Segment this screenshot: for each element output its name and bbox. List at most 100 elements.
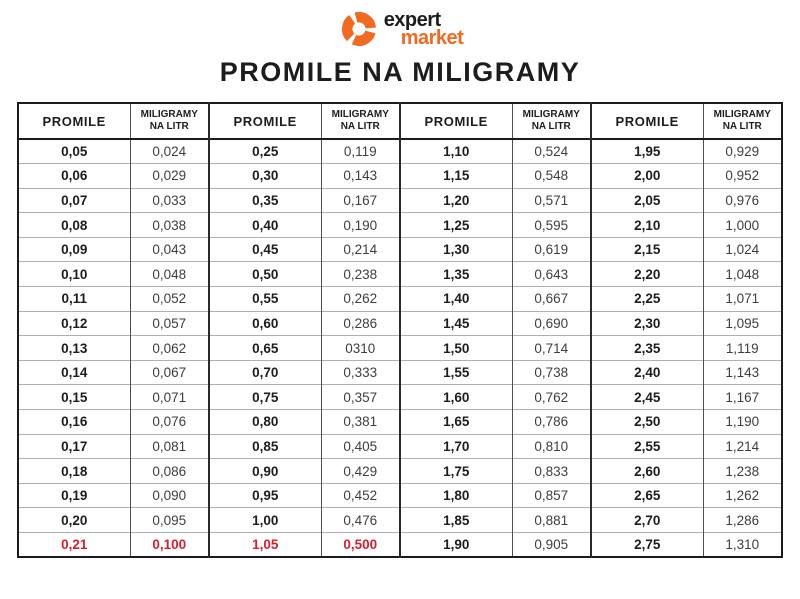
- promile-value-cell: 1,05: [208, 532, 321, 558]
- promile-value-cell: 2,20: [590, 261, 703, 287]
- column-header-promile: PROMILE: [399, 103, 512, 139]
- promile-value-cell: 2,35: [590, 335, 703, 361]
- miligramy-value-cell: 0,643: [511, 261, 591, 287]
- promile-value-cell: 1,95: [590, 139, 703, 164]
- miligramy-value-cell: 0,500: [320, 532, 400, 558]
- column-header-promile: PROMILE: [42, 113, 106, 129]
- promile-value-cell: 2,25: [590, 286, 703, 312]
- miligramy-value-cell: 1,310: [702, 532, 782, 558]
- miligramy-value-cell: 1,190: [702, 409, 782, 435]
- miligramy-value-cell: 0,571: [511, 187, 591, 213]
- miligramy-value-cell: 1,167: [702, 384, 782, 410]
- miligramy-value-cell: 0,405: [320, 433, 400, 459]
- promile-value-cell: 0,90: [208, 458, 321, 484]
- miligramy-value-cell: 0,548: [511, 163, 591, 189]
- miligramy-value-cell: 0,190: [320, 212, 400, 238]
- miligramy-value-cell: 1,024: [702, 236, 782, 262]
- miligramy-value-cell: 0,452: [320, 482, 400, 508]
- promile-conversion-table: PROMILE MILIGRAMY NA LITR PROMILE MILIGRAMY…: [17, 102, 783, 559]
- promile-value-cell: 0,11: [18, 286, 130, 312]
- promile-value-cell: 0,13: [18, 335, 130, 361]
- promile-value-cell: 1,25: [399, 212, 512, 238]
- miligramy-value-cell: 0,038: [129, 212, 209, 238]
- promile-value-cell: 1,00: [208, 507, 321, 533]
- miligramy-value-cell: 0,976: [702, 187, 782, 213]
- promile-value-cell: 0,45: [208, 236, 321, 262]
- promile-value-cell: 1,50: [399, 335, 512, 361]
- promile-value-cell: 1,55: [399, 359, 512, 385]
- miligramy-value-cell: 0,052: [129, 286, 209, 312]
- miligramy-value-cell: 0,033: [129, 187, 209, 213]
- miligramy-value-cell: 0,167: [320, 187, 400, 213]
- miligramy-value-cell: 0,381: [320, 409, 400, 435]
- column-header-miligramy-na-litr: MILIGRAMY NA LITR: [320, 103, 400, 139]
- miligramy-value-cell: 0,119: [320, 139, 400, 164]
- miligramy-value-cell: 0,071: [129, 384, 209, 410]
- promile-value-cell: 0,75: [208, 384, 321, 410]
- miligramy-value-cell: 0,095: [129, 507, 209, 533]
- brand-word-market: market: [400, 26, 464, 49]
- promile-value-cell: 0,80: [208, 409, 321, 435]
- miligramy-value-cell: 0,786: [511, 409, 591, 435]
- promile-value-cell: 0,09: [18, 236, 130, 262]
- promile-value-cell: 2,05: [590, 187, 703, 213]
- promile-value-cell: 0,18: [18, 458, 130, 484]
- promile-value-cell: 1,60: [399, 384, 512, 410]
- table-row: 0,12 0,057 0,60 0,286 1,45 0,690 2,30 1,095: [18, 310, 782, 336]
- miligramy-value-cell: 0,090: [129, 482, 209, 508]
- miligramy-value-cell: 0,286: [320, 310, 400, 336]
- brand-logo: expert market: [0, 0, 800, 50]
- brand-word-expert: expert: [383, 9, 442, 32]
- promile-value-cell: 1,40: [399, 286, 512, 312]
- miligramy-value-cell: 0,143: [320, 163, 400, 189]
- miligramy-value-cell: 1,238: [702, 458, 782, 484]
- promile-value-cell: 2,60: [590, 458, 703, 484]
- promile-value-cell: 0,85: [208, 433, 321, 459]
- miligramy-value-cell: 0,048: [129, 261, 209, 287]
- promile-value-cell: 0,20: [18, 507, 130, 533]
- table-row: 0,06 0,029 0,30 0,143 1,15 0,548 2,00 0,952: [18, 163, 782, 189]
- promile-value-cell: 0,16: [18, 409, 130, 435]
- expert-market-logo-icon: [341, 11, 376, 47]
- miligramy-value-cell: 0,810: [511, 433, 591, 459]
- table-row: 0,11 0,052 0,55 0,262 1,40 0,667 2,25 1,071: [18, 286, 782, 312]
- promile-value-cell: 2,30: [590, 310, 703, 336]
- miligramy-value-cell: 0,262: [320, 286, 400, 312]
- promile-value-cell: 1,30: [399, 236, 512, 262]
- miligramy-value-cell: 0,043: [129, 236, 209, 262]
- miligramy-value-cell: 0310: [320, 335, 400, 361]
- promile-value-cell: 1,10: [399, 139, 512, 164]
- miligramy-value-cell: 0,100: [129, 532, 209, 558]
- promile-value-cell: 0,17: [18, 433, 130, 459]
- miligramy-value-cell: 0,029: [129, 163, 209, 189]
- promile-value-cell: 1,70: [399, 433, 512, 459]
- miligramy-value-cell: 0,833: [511, 458, 591, 484]
- promile-value-cell: 1,75: [399, 458, 512, 484]
- promile-value-cell: 2,00: [590, 163, 703, 189]
- promile-value-cell: 0,95: [208, 482, 321, 508]
- miligramy-value-cell: 1,071: [702, 286, 782, 312]
- page-title: PROMILE NA MILIGRAMY: [219, 57, 581, 87]
- miligramy-value-cell: 0,690: [511, 310, 591, 336]
- promile-value-cell: 0,55: [208, 286, 321, 312]
- miligramy-value-cell: 0,881: [511, 507, 591, 533]
- miligramy-value-cell: 1,048: [702, 261, 782, 287]
- table-row: 0,21 0,100 1,05 0,500 1,90 0,905 2,75 1,310: [18, 532, 782, 558]
- miligramy-value-cell: 0,333: [320, 359, 400, 385]
- table-row: 0,05 0,024 0,25 0,119 1,10 0,524 1,95 0,929: [18, 139, 782, 164]
- table-row: 0,09 0,043 0,45 0,214 1,30 0,619 2,15 1,024: [18, 236, 782, 262]
- promile-value-cell: 1,90: [399, 532, 512, 558]
- table-row: 0,15 0,071 0,75 0,357 1,60 0,762 2,45 1,167: [18, 384, 782, 410]
- promile-value-cell: 2,70: [590, 507, 703, 533]
- promile-value-cell: 0,05: [61, 144, 88, 160]
- miligramy-value-cell: 0,667: [511, 286, 591, 312]
- promile-value-cell: 2,75: [590, 532, 703, 558]
- miligramy-value-cell: 0,952: [702, 163, 782, 189]
- table-row: 0,19 0,090 0,95 0,452 1,80 0,857 2,65 1,262: [18, 482, 782, 508]
- promile-value-cell: 1,20: [399, 187, 512, 213]
- miligramy-value-cell: 0,738: [511, 359, 591, 385]
- promile-value-cell: 2,45: [590, 384, 703, 410]
- promile-value-cell: 2,40: [590, 359, 703, 385]
- promile-value-cell: 0,30: [208, 163, 321, 189]
- promile-value-cell: 0,14: [18, 359, 130, 385]
